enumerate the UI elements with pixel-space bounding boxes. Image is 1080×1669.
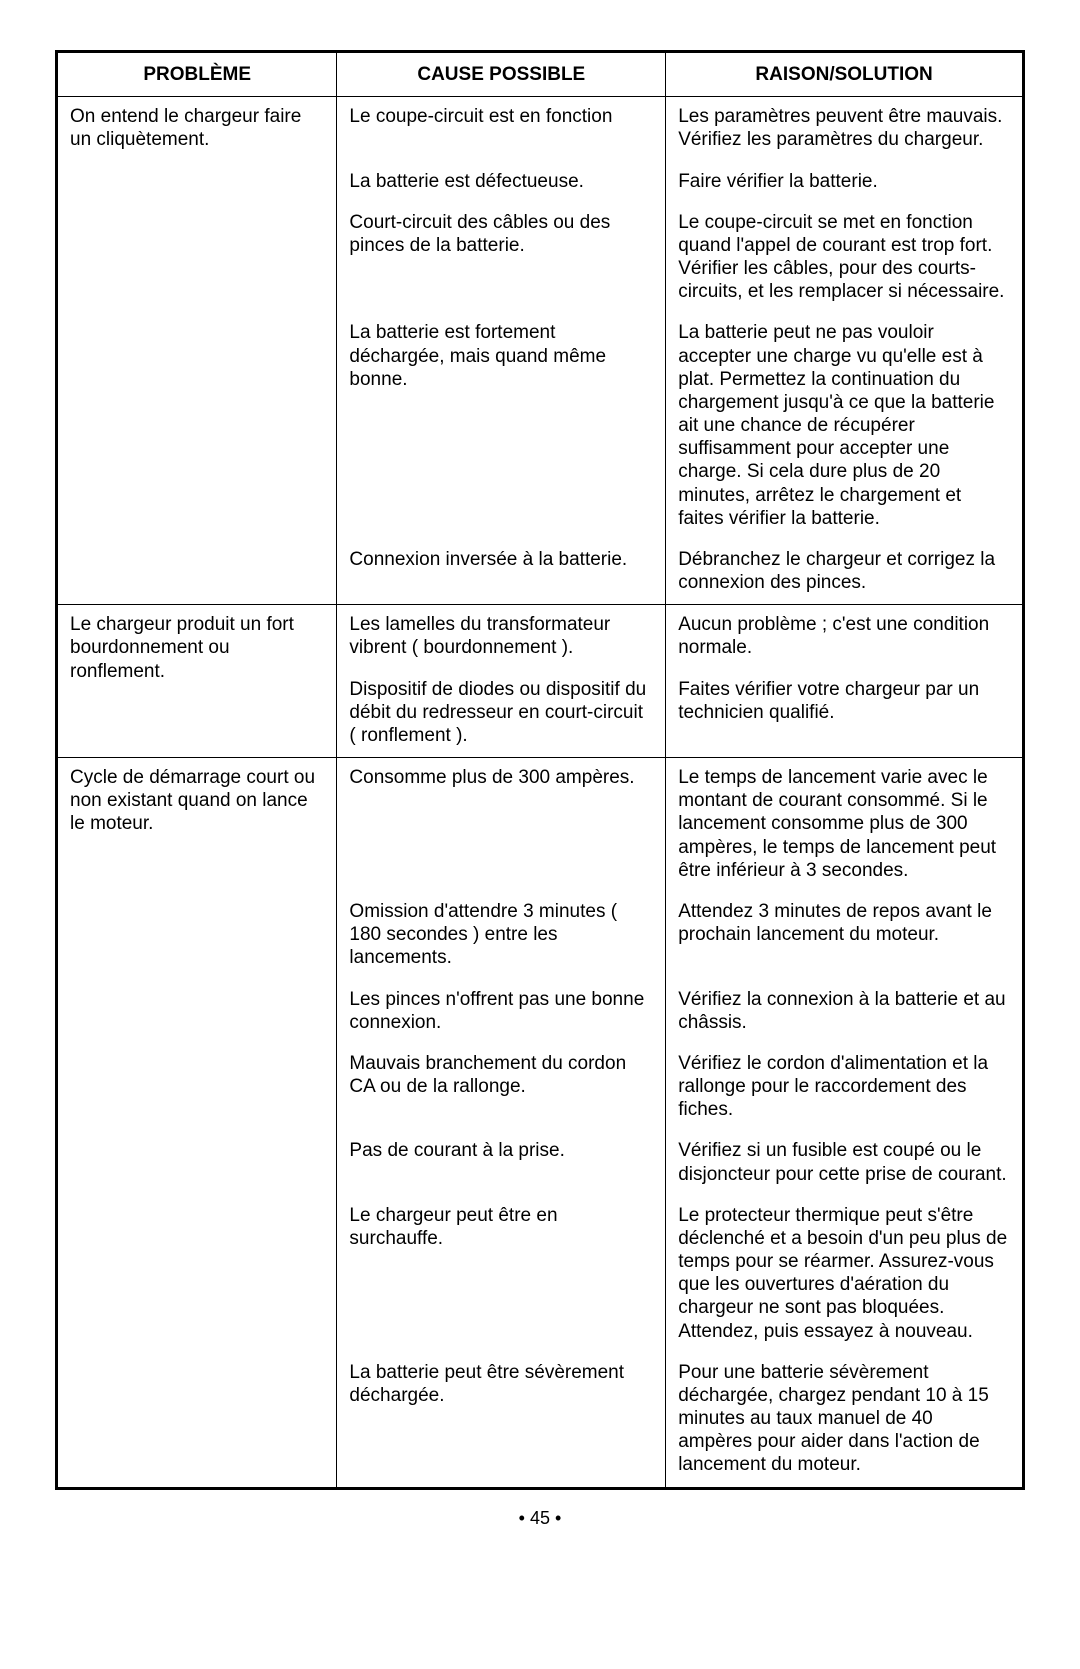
cell-cause: Le chargeur peut être en surchauffe.	[337, 1196, 666, 1353]
cell-solution: Débranchez le chargeur et corrigez la co…	[666, 540, 1024, 605]
cell-cause: La batterie est défectueuse.	[337, 162, 666, 203]
cell-solution: Vérifiez si un fusible est coupé ou le d…	[666, 1131, 1024, 1195]
cell-solution: Le protecteur thermique peut s'être décl…	[666, 1196, 1024, 1353]
cell-solution: Faire vérifier la batterie.	[666, 162, 1024, 203]
cell-cause: Mauvais branchement du cordon CA ou de l…	[337, 1044, 666, 1132]
cell-cause: Connexion inversée à la batterie.	[337, 540, 666, 605]
cell-cause: Les pinces n'offrent pas une bonne conne…	[337, 980, 666, 1044]
table-row: Le chargeur produit un fort bourdonnemen…	[57, 605, 1024, 670]
cell-solution: Faites vérifier votre chargeur par un te…	[666, 670, 1024, 758]
cell-solution: Le temps de lancement varie avec le mont…	[666, 758, 1024, 892]
page-number: • 45 •	[55, 1508, 1025, 1529]
cell-solution: Aucun problème ; c'est une condition nor…	[666, 605, 1024, 670]
cell-cause: La batterie peut être sévèrement décharg…	[337, 1353, 666, 1488]
cell-solution: Attendez 3 minutes de repos avant le pro…	[666, 892, 1024, 980]
cell-solution: Les paramètres peuvent être mauvais. Vér…	[666, 97, 1024, 162]
cell-problem: Le chargeur produit un fort bourdonnemen…	[57, 605, 337, 758]
troubleshooting-table: PROBLÈME CAUSE POSSIBLE RAISON/SOLUTION …	[55, 50, 1025, 1490]
cell-cause: Le coupe-circuit est en fonction	[337, 97, 666, 162]
cell-cause: Consomme plus de 300 ampères.	[337, 758, 666, 892]
cell-cause: Dispositif de diodes ou dispositif du dé…	[337, 670, 666, 758]
cell-problem: On entend le chargeur faire un cliquètem…	[57, 97, 337, 605]
cell-solution: Pour une batterie sévèrement déchargée, …	[666, 1353, 1024, 1488]
table-header-row: PROBLÈME CAUSE POSSIBLE RAISON/SOLUTION	[57, 52, 1024, 97]
cell-problem: Cycle de démarrage court ou non existant…	[57, 758, 337, 1488]
cell-cause: La batterie est fortement déchargée, mai…	[337, 313, 666, 540]
col-header-problem: PROBLÈME	[57, 52, 337, 97]
cell-solution: Le coupe-circuit se met en fonction quan…	[666, 203, 1024, 314]
cell-cause: Pas de courant à la prise.	[337, 1131, 666, 1195]
cell-solution: Vérifiez le cordon d'alimentation et la …	[666, 1044, 1024, 1132]
cell-solution: Vérifiez la connexion à la batterie et a…	[666, 980, 1024, 1044]
table-row: Cycle de démarrage court ou non existant…	[57, 758, 1024, 892]
col-header-solution: RAISON/SOLUTION	[666, 52, 1024, 97]
cell-cause: Omission d'attendre 3 minutes ( 180 seco…	[337, 892, 666, 980]
cell-cause: Court-circuit des câbles ou des pinces d…	[337, 203, 666, 314]
table-row: On entend le chargeur faire un cliquètem…	[57, 97, 1024, 162]
cell-cause: Les lamelles du transformateur vibrent (…	[337, 605, 666, 670]
col-header-cause: CAUSE POSSIBLE	[337, 52, 666, 97]
cell-solution: La batterie peut ne pas vouloir accepter…	[666, 313, 1024, 540]
